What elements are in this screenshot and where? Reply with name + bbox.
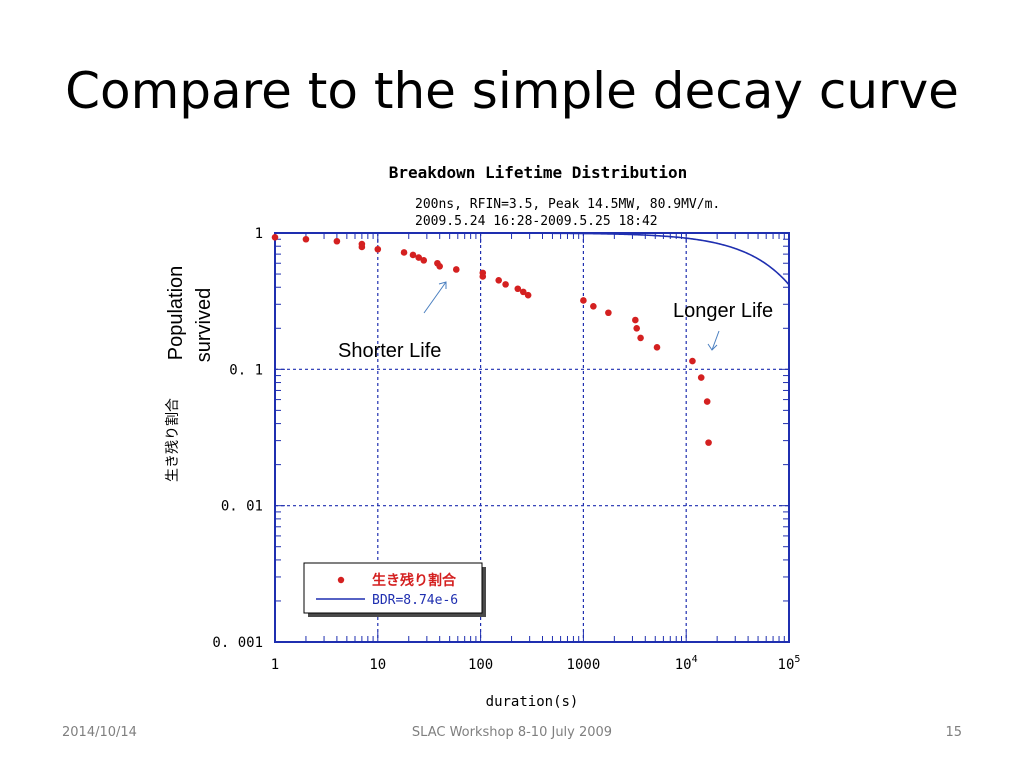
shorter-life-arrow bbox=[423, 281, 447, 314]
y-axis-label: 生き残り割合 bbox=[164, 398, 181, 482]
data-point bbox=[400, 249, 408, 256]
data-point bbox=[479, 273, 487, 280]
data-point bbox=[436, 262, 443, 270]
y-tick-label: 0. 001 bbox=[212, 635, 263, 651]
annotation-longer-life: Longer Life bbox=[673, 300, 773, 322]
data-point bbox=[580, 297, 587, 304]
data-point bbox=[333, 237, 341, 245]
data-point bbox=[420, 257, 428, 264]
data-point bbox=[705, 439, 712, 446]
chart-title: Breakdown Lifetime Distribution bbox=[389, 163, 688, 182]
chart-subtitle-line-2: 2009.5.24 16:28-2009.5.25 18:42 bbox=[415, 214, 658, 229]
x-tick-label: 1000 bbox=[567, 657, 601, 673]
footer-date: 2014/10/14 bbox=[62, 725, 137, 740]
data-point bbox=[637, 334, 644, 342]
x-tick-label: 105 bbox=[778, 654, 801, 673]
data-point bbox=[374, 245, 382, 253]
x-tick-label: 104 bbox=[675, 654, 698, 673]
x-tick-label: 10 bbox=[369, 657, 386, 673]
legend-label-curve: BDR=8.74e-6 bbox=[372, 593, 458, 608]
data-point bbox=[524, 291, 532, 299]
data-point bbox=[590, 302, 597, 310]
annotation-population: Population bbox=[165, 266, 187, 361]
data-points bbox=[271, 233, 712, 446]
data-point bbox=[633, 324, 641, 332]
y-tick-labels: 1 0. 1 0. 01 0. 001 bbox=[212, 226, 263, 651]
y-tick-label: 0. 1 bbox=[229, 362, 263, 378]
annotation-shorter-life: Shorter Life bbox=[338, 340, 441, 362]
legend: 生き残り割合 BDR=8.74e-6 bbox=[303, 562, 486, 617]
y-tick-label: 0. 01 bbox=[221, 499, 263, 515]
data-point bbox=[502, 281, 509, 288]
shorter-life-arrowhead bbox=[438, 281, 447, 289]
data-point bbox=[653, 344, 661, 351]
data-point bbox=[605, 309, 612, 317]
x-tick-label: 100 bbox=[468, 657, 493, 673]
data-point bbox=[415, 254, 423, 261]
data-point bbox=[452, 266, 460, 273]
annotation-survived: survived bbox=[193, 288, 215, 362]
legend-label-points: 生き残り割合 bbox=[372, 572, 457, 589]
data-point bbox=[703, 398, 711, 405]
x-axis-label: duration(s) bbox=[486, 694, 579, 710]
data-point bbox=[302, 235, 310, 243]
chart-subtitle-line-1: 200ns, RFIN=3.5, Peak 14.5MW, 80.9MV/m. bbox=[415, 197, 720, 212]
data-point bbox=[495, 276, 503, 284]
footer-center: SLAC Workshop 8-10 July 2009 bbox=[411, 725, 613, 740]
y-tick-label: 1 bbox=[255, 226, 263, 242]
data-point bbox=[697, 374, 705, 381]
longer-life-arrow bbox=[711, 330, 720, 351]
data-point bbox=[519, 288, 527, 296]
bdr-curve-line bbox=[275, 232, 790, 286]
slide-title: Compare to the simple decay curve bbox=[65, 62, 959, 120]
longer-life-arrowhead bbox=[707, 343, 718, 351]
x-tick-label: 1 bbox=[271, 657, 279, 673]
x-tick-labels: 1 10 100 1000 104 105 bbox=[271, 654, 801, 673]
data-point bbox=[514, 285, 522, 293]
data-point bbox=[271, 233, 279, 241]
page-number: 15 bbox=[945, 725, 962, 740]
data-point bbox=[358, 243, 366, 251]
legend-marker-points bbox=[337, 576, 345, 584]
data-point bbox=[632, 316, 639, 324]
data-point bbox=[689, 357, 696, 365]
data-point bbox=[409, 251, 417, 259]
